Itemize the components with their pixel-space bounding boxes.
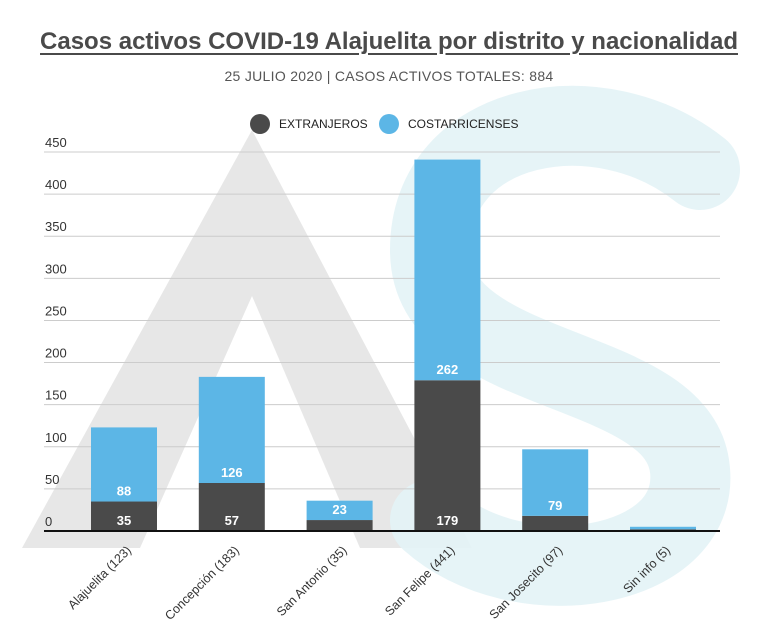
bar-extranjeros — [414, 380, 481, 531]
bar-costarricenses — [522, 449, 589, 516]
bar-costarricenses — [198, 376, 265, 483]
bar-extranjeros — [198, 482, 265, 531]
data-label: 23 — [332, 502, 346, 517]
data-label: 35 — [117, 513, 131, 528]
chart-title: Casos activos COVID-19 Alajuelita por di… — [40, 28, 738, 55]
y-tick-label: 350 — [45, 219, 67, 234]
data-label: 57 — [225, 513, 239, 528]
data-label: 126 — [221, 465, 243, 480]
legend-label: EXTRANJEROS — [279, 117, 368, 131]
bar-extranjeros — [306, 520, 373, 531]
bars: 35 88 57 126 23 179 262 79 — [91, 159, 696, 531]
bar-costarricenses — [306, 500, 373, 521]
y-tick-label: 300 — [45, 261, 67, 276]
y-tick-label: 0 — [45, 514, 52, 529]
x-tick-label: Concepción (183) — [162, 543, 242, 623]
y-tick-label: 50 — [45, 472, 59, 487]
bar-extranjeros — [91, 501, 157, 531]
data-label: 179 — [437, 513, 459, 528]
data-label: 262 — [437, 362, 459, 377]
x-tick-label: Alajuelita (123) — [65, 543, 134, 612]
legend-label: COSTARRICENSES — [408, 117, 518, 131]
y-tick-label: 250 — [45, 303, 67, 318]
data-label: 79 — [548, 498, 562, 513]
y-tick-label: 400 — [45, 177, 67, 192]
y-axis: 0 50 100 150 200 250 300 350 400 450 — [45, 135, 67, 529]
bar-extranjeros — [522, 515, 589, 531]
legend: EXTRANJEROS COSTARRICENSES — [250, 114, 518, 134]
y-tick-label: 150 — [45, 388, 67, 403]
legend-marker — [250, 114, 270, 134]
x-tick-label: San Antonio (35) — [274, 543, 350, 619]
legend-marker — [379, 114, 399, 134]
y-tick-label: 450 — [45, 135, 67, 150]
y-tick-label: 100 — [45, 430, 67, 445]
bar-costarricenses — [414, 159, 481, 381]
bar-costarricenses — [91, 427, 157, 502]
y-tick-label: 200 — [45, 346, 67, 361]
watermark-letter-s — [389, 85, 740, 606]
bar-costarricenses — [630, 526, 696, 530]
data-label: 88 — [117, 484, 131, 499]
chart-subtitle: 25 JULIO 2020 | CASOS ACTIVOS TOTALES: 8… — [224, 68, 554, 84]
